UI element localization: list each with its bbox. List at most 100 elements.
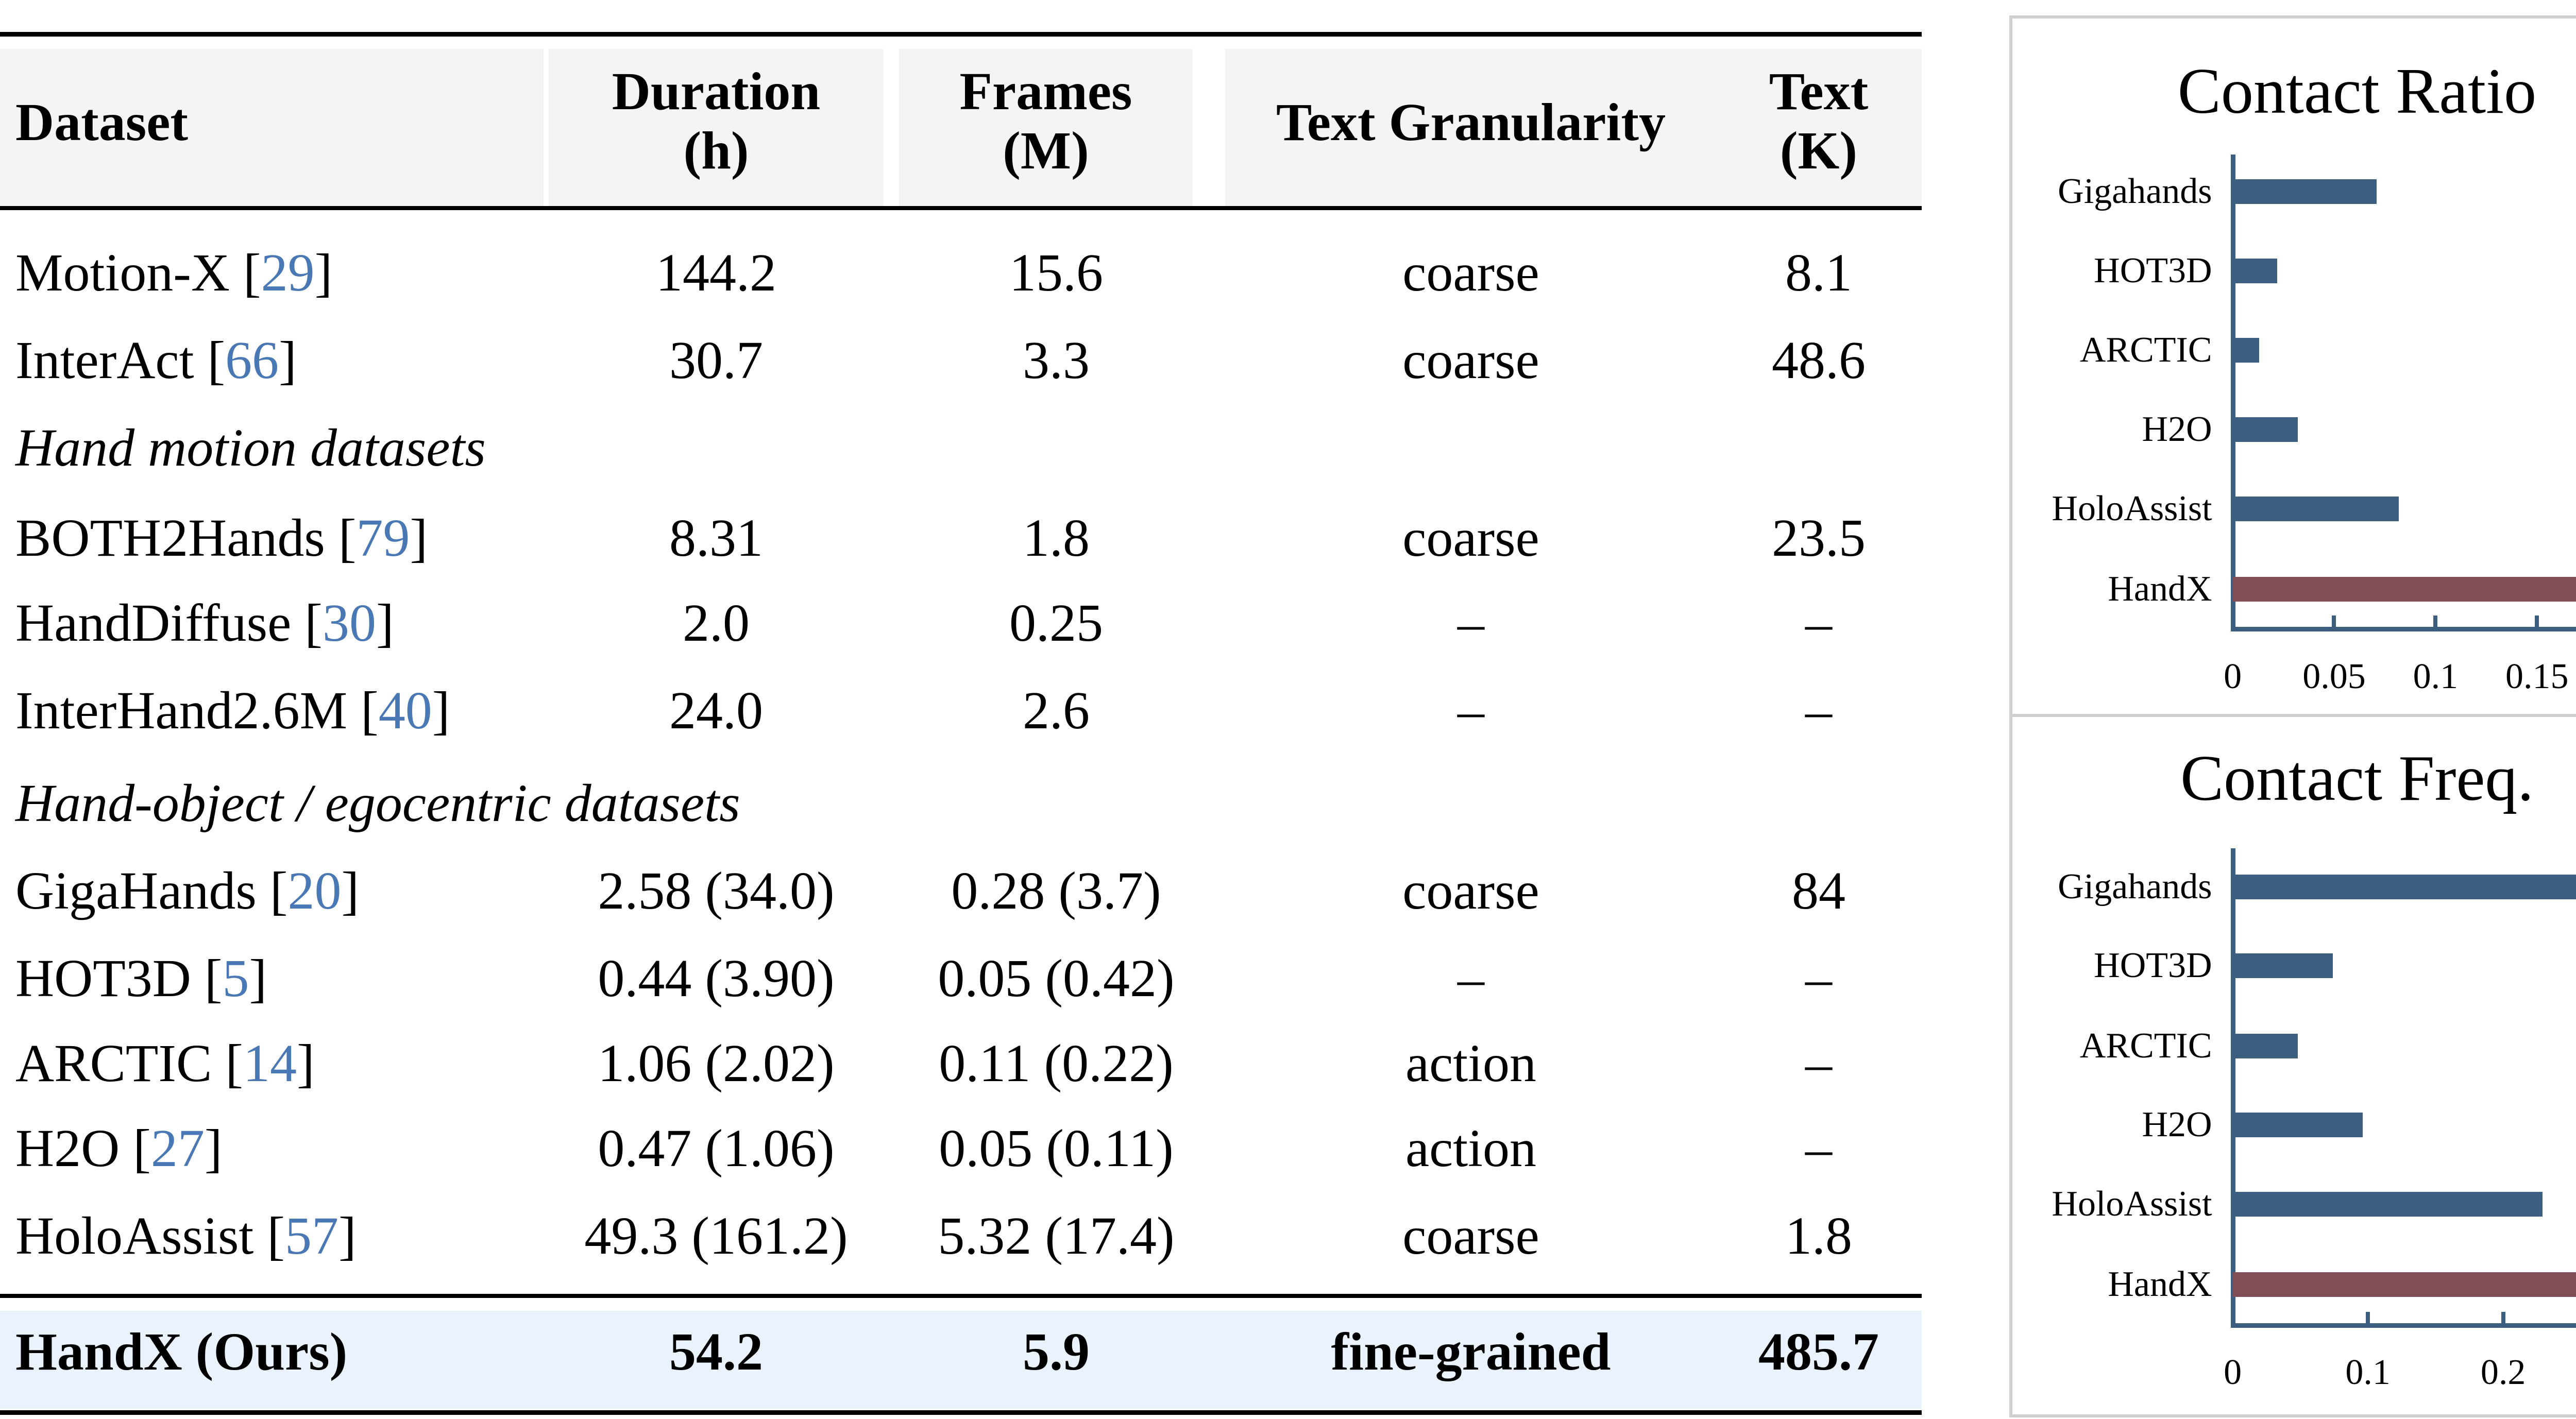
citation-link[interactable]: 14 [243, 1034, 297, 1093]
x-tick-label: 0.1 [2345, 1352, 2391, 1392]
granularity-value: action [1405, 1034, 1537, 1093]
text-value: 8.1 [1785, 243, 1852, 302]
data-bar [2232, 953, 2333, 979]
dataset-label: ARCTIC [15, 1034, 212, 1093]
citation-link[interactable]: 5 [222, 949, 249, 1008]
header-bg-duration [549, 49, 884, 206]
x-tick-label: 0 [2224, 656, 2242, 696]
frames-value: 3.3 [1023, 331, 1090, 390]
dataset-label: InterHand2.6M [15, 681, 348, 740]
granularity-value: coarse [1402, 508, 1539, 568]
data-bar [2232, 1192, 2543, 1217]
data-bar [2232, 179, 2377, 204]
highlight-bar [2232, 576, 2576, 602]
x-tick-label: 0.2 [2480, 1352, 2526, 1392]
duration-value: 2.58 (34.0) [598, 861, 835, 920]
header-frames: Frames (M) [899, 62, 1193, 180]
citation-link[interactable]: 30 [322, 593, 376, 653]
header-granularity: Text Granularity [1276, 93, 1666, 152]
dataset-name: InterAct [66] [15, 331, 297, 390]
category-label: Gigahands [2058, 866, 2212, 907]
duration-value: 2.0 [683, 593, 750, 653]
duration-value: 1.06 (2.02) [598, 1034, 835, 1093]
x-tick-label: 0.05 [2302, 656, 2366, 696]
category-label: HandX [2108, 1264, 2212, 1304]
data-bar [2232, 497, 2399, 522]
ours-top-rule [0, 1294, 1922, 1298]
citation-link[interactable]: 57 [284, 1206, 338, 1266]
frames-value: 2.6 [1023, 681, 1090, 740]
dataset-label: Motion-X [15, 243, 230, 302]
duration-value: 49.3 (161.2) [584, 1206, 848, 1266]
dataset-name: Motion-X [29] [15, 243, 333, 302]
category-label: HoloAssist [2052, 1184, 2212, 1224]
citation-link[interactable]: 29 [261, 243, 315, 302]
ours-name: HandX (Ours) [15, 1322, 348, 1381]
data-bar [2232, 338, 2259, 363]
header-rule [0, 206, 1922, 210]
dataset-name: HOT3D [5] [15, 949, 267, 1008]
header-bg-dataset [0, 49, 544, 206]
x-tick-label: 0.15 [2505, 656, 2569, 696]
text-value: 1.8 [1785, 1206, 1852, 1266]
category-label: HOT3D [2094, 946, 2212, 986]
x-tick-label: 0 [2224, 1352, 2242, 1392]
text-value: 23.5 [1772, 508, 1866, 568]
citation-link[interactable]: 40 [378, 681, 432, 740]
text-value: – [1805, 593, 1832, 653]
x-tick [2332, 616, 2336, 630]
ours-granularity: fine-grained [1331, 1322, 1611, 1381]
granularity-value: coarse [1402, 1206, 1539, 1266]
data-bar [2232, 259, 2278, 284]
dataset-label: HoloAssist [15, 1206, 254, 1266]
ours-text: 485.7 [1758, 1322, 1879, 1381]
data-bar [2232, 874, 2576, 899]
top-rule [0, 32, 1922, 37]
citation-link[interactable]: 79 [356, 508, 410, 568]
chart-title: Contact Freq. [2180, 742, 2534, 814]
dataset-label: GigaHands [15, 861, 257, 920]
header-text: Text (K) [1716, 62, 1922, 180]
highlight-bar [2232, 1272, 2576, 1297]
dataset-name: InterHand2.6M [40] [15, 681, 450, 740]
dataset-name: GigaHands [20] [15, 861, 360, 920]
citation-link[interactable]: 27 [150, 1119, 205, 1178]
category-label: Gigahands [2058, 172, 2212, 212]
chart-title: Contact Ratio [2177, 56, 2537, 128]
x-axis [2230, 627, 2576, 632]
dataset-label: H2O [15, 1119, 120, 1178]
data-bar [2232, 1113, 2363, 1138]
granularity-value: action [1405, 1119, 1537, 1178]
ours-row-highlight [0, 1311, 1922, 1409]
header-duration-unit: (h) [683, 121, 749, 180]
granularity-value: – [1458, 681, 1484, 740]
granularity-value: coarse [1402, 243, 1539, 302]
header-text-unit: (K) [1780, 121, 1858, 180]
frames-value: 0.28 (3.7) [951, 861, 1161, 920]
header-bg-text [1225, 49, 1922, 206]
duration-value: 30.7 [669, 331, 763, 390]
text-value: – [1805, 949, 1832, 1008]
citation-link[interactable]: 66 [225, 331, 279, 390]
header-dataset: Dataset [15, 93, 189, 152]
category-label: ARCTIC [2079, 1025, 2212, 1066]
citation-link[interactable]: 20 [287, 861, 342, 920]
header-bg-frames [899, 49, 1193, 206]
category-label: HandX [2108, 569, 2212, 609]
dataset-name: HandDiffuse [30] [15, 593, 394, 653]
dataset-label: InterAct [15, 331, 194, 390]
dataset-name: H2O [27] [15, 1119, 223, 1178]
chart-panel-contact-freq [2009, 714, 2576, 1417]
granularity-value: coarse [1402, 861, 1539, 920]
granularity-value: – [1458, 593, 1484, 653]
frames-value: 15.6 [1009, 243, 1103, 302]
section-heading: Hand-object / egocentric datasets [15, 774, 740, 833]
x-tick [2366, 1311, 2370, 1326]
granularity-value: – [1458, 949, 1484, 1008]
header-frames-unit: (M) [1003, 121, 1089, 180]
ours-duration: 54.2 [669, 1322, 763, 1381]
duration-value: 24.0 [669, 681, 763, 740]
frames-value: 0.11 (0.22) [939, 1034, 1174, 1093]
bottom-rule [0, 1410, 1922, 1415]
x-axis [2230, 1323, 2576, 1328]
